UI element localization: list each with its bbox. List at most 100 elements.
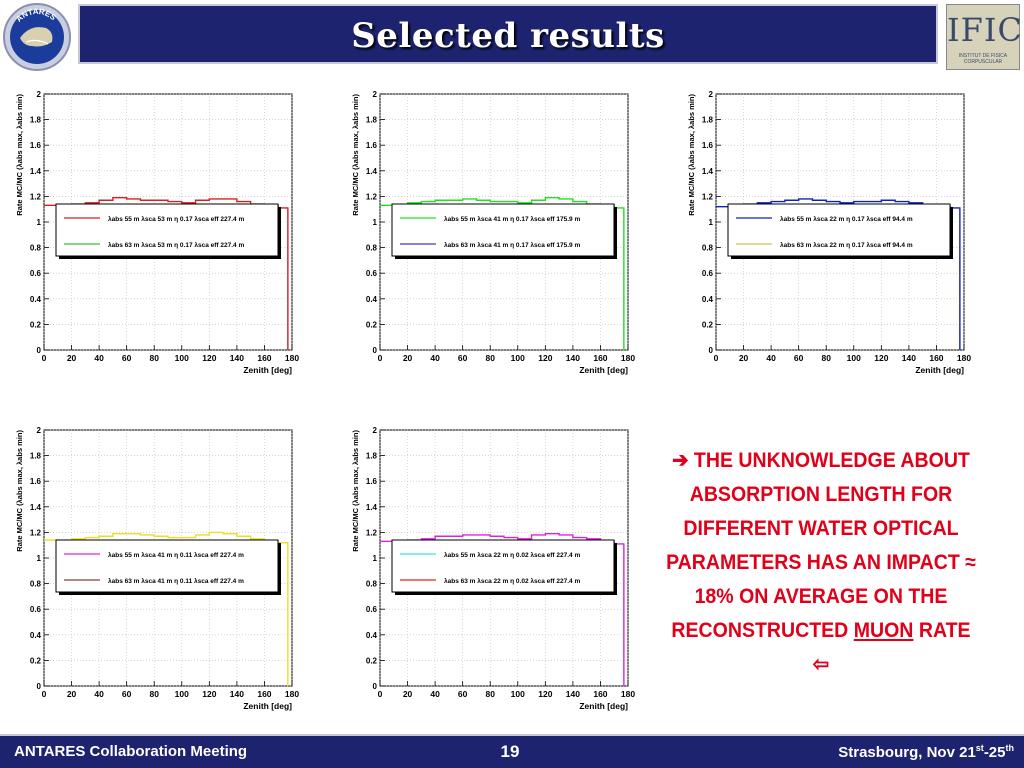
legend-label: λabs 63 m λsca 22 m η 0.02 λsca eff 227.… [444,577,580,585]
x-tick-label: 0 [714,353,719,363]
x-tick-label: 160 [929,353,943,363]
x-tick-label: 80 [821,353,831,363]
x-axis-label: Zenith [deg] [915,365,964,375]
y-tick-label: 1.8 [366,116,378,125]
x-tick-label: 60 [122,689,132,699]
legend-box [391,203,615,257]
rate-ratio-plot-5: 0 0.2 0.4 0.6 0.8 1 1.2 1.4 1.6 1.8 2 0 20 40 60 80 100 1… [346,420,646,760]
x-tick-label: 60 [122,353,132,363]
x-tick-label: 0 [42,353,47,363]
y-tick-label: 1.4 [30,503,42,512]
y-tick-label: 1.4 [30,167,42,176]
chart-svg: 00.20.40.60.811.21.41.61.820 20 40 60 80 100 1… [351,426,635,711]
y-tick-label: 0.2 [30,656,42,665]
y-tick-label: 0.2 [702,320,714,329]
y-tick-label: 0 [373,682,378,691]
y-tick-label: 1.4 [366,503,378,512]
x-tick-label: 140 [566,689,580,699]
x-tick-label: 80 [149,689,159,699]
callout-tail: RATE [918,619,971,642]
y-axis-label: Rate MC/MC (λabs max, λabs min) [687,94,696,216]
footer-bar: ANTARES Collaboration Meeting 19 Strasbo… [0,734,1024,768]
x-tick-label: 0 [378,689,383,699]
x-tick-label: 180 [957,353,971,363]
ific-logo: IFIC INSTITUT DE FISICA CORPUSCULAR [946,4,1023,70]
chart-svg: 00.20.40.60.811.21.41.61.820 20 40 60 80 100 1… [687,90,971,375]
y-tick-label: 1.6 [366,141,378,150]
legend-box [391,539,615,593]
x-tick-label: 140 [566,353,580,363]
footer-location: Strasbourg, Nov 21st-25th [838,743,1014,761]
y-tick-label: 1.2 [366,528,378,537]
x-tick-label: 80 [485,689,495,699]
y-tick-label: 1.6 [30,477,42,486]
legend-label: λabs 63 m λsca 41 m η 0.17 λsca eff 175.… [444,241,580,249]
y-tick-label: 0.8 [366,580,378,589]
y-tick-label: 0.2 [366,656,378,665]
x-tick-label: 160 [257,353,271,363]
x-tick-label: 40 [94,353,104,363]
x-tick-label: 120 [202,689,216,699]
legend-box [727,203,951,257]
y-axis-label: Rate MC/MC (λabs max, λabs min) [15,94,24,216]
x-tick-label: 20 [739,353,749,363]
x-tick-label: 120 [874,353,888,363]
x-tick-label: 0 [42,689,47,699]
y-tick-label: 2 [373,426,378,435]
x-tick-label: 0 [378,353,383,363]
y-tick-label: 1.8 [30,452,42,461]
y-tick-label: 0.6 [366,269,378,278]
y-tick-label: 0 [373,346,378,355]
y-tick-label: 2 [37,426,42,435]
legend-label: λabs 63 m λsca 53 m η 0.17 λsca eff 227.… [108,241,244,249]
y-tick-label: 1.6 [366,477,378,486]
arrow-left-icon: ⇦ [812,653,830,676]
y-axis-label: Rate MC/MC (λabs max, λabs min) [351,430,360,552]
y-tick-label: 1.2 [702,192,714,201]
y-tick-label: 1.4 [702,167,714,176]
y-tick-label: 1.8 [30,116,42,125]
x-tick-label: 80 [485,353,495,363]
x-tick-label: 180 [285,353,299,363]
y-tick-label: 1.8 [702,116,714,125]
y-axis-label: Rate MC/MC (λabs max, λabs min) [15,430,24,552]
y-tick-label: 1 [373,218,378,227]
x-tick-label: 20 [67,689,77,699]
page-number: 19 [500,742,520,761]
x-tick-label: 40 [430,353,440,363]
legend-box [55,203,279,257]
x-tick-label: 180 [621,689,635,699]
legend-label: λabs 63 m λsca 22 m η 0.17 λsca eff 94.4… [780,241,913,249]
y-tick-label: 0 [709,346,714,355]
x-tick-label: 60 [794,353,804,363]
y-tick-label: 0.2 [366,320,378,329]
x-tick-label: 160 [593,353,607,363]
x-axis-label: Zenith [deg] [243,365,292,375]
y-tick-label: 0.8 [30,244,42,253]
x-tick-label: 20 [403,689,413,699]
x-tick-label: 60 [458,689,468,699]
legend-label: λabs 63 m λsca 41 m η 0.11 λsca eff 227.… [108,577,244,585]
ific-logo-text: IFIC [947,11,1023,49]
x-tick-label: 140 [902,353,916,363]
legend-label: λabs 55 m λsca 41 m η 0.17 λsca eff 175.… [444,215,580,223]
title-bar: Selected results [78,4,938,64]
y-tick-label: 1.4 [366,167,378,176]
y-tick-label: 0.4 [366,631,378,640]
footer-sup-1: st [975,743,984,753]
y-tick-label: 0 [37,682,42,691]
y-tick-label: 0.4 [366,295,378,304]
x-tick-label: 180 [621,353,635,363]
x-tick-label: 120 [538,353,552,363]
y-tick-label: 1 [37,554,42,563]
x-tick-label: 100 [847,353,861,363]
legend-label: λabs 55 m λsca 22 m η 0.17 λsca eff 94.4… [780,215,913,223]
y-tick-label: 1 [373,554,378,563]
x-tick-label: 100 [175,353,189,363]
chart-svg: 00.20.40.60.811.21.41.61.820 20 40 60 80 100 1… [15,426,299,711]
x-tick-label: 140 [230,353,244,363]
x-tick-label: 100 [175,689,189,699]
y-tick-label: 1 [709,218,714,227]
y-tick-label: 0.6 [702,269,714,278]
y-tick-label: 0.4 [702,295,714,304]
